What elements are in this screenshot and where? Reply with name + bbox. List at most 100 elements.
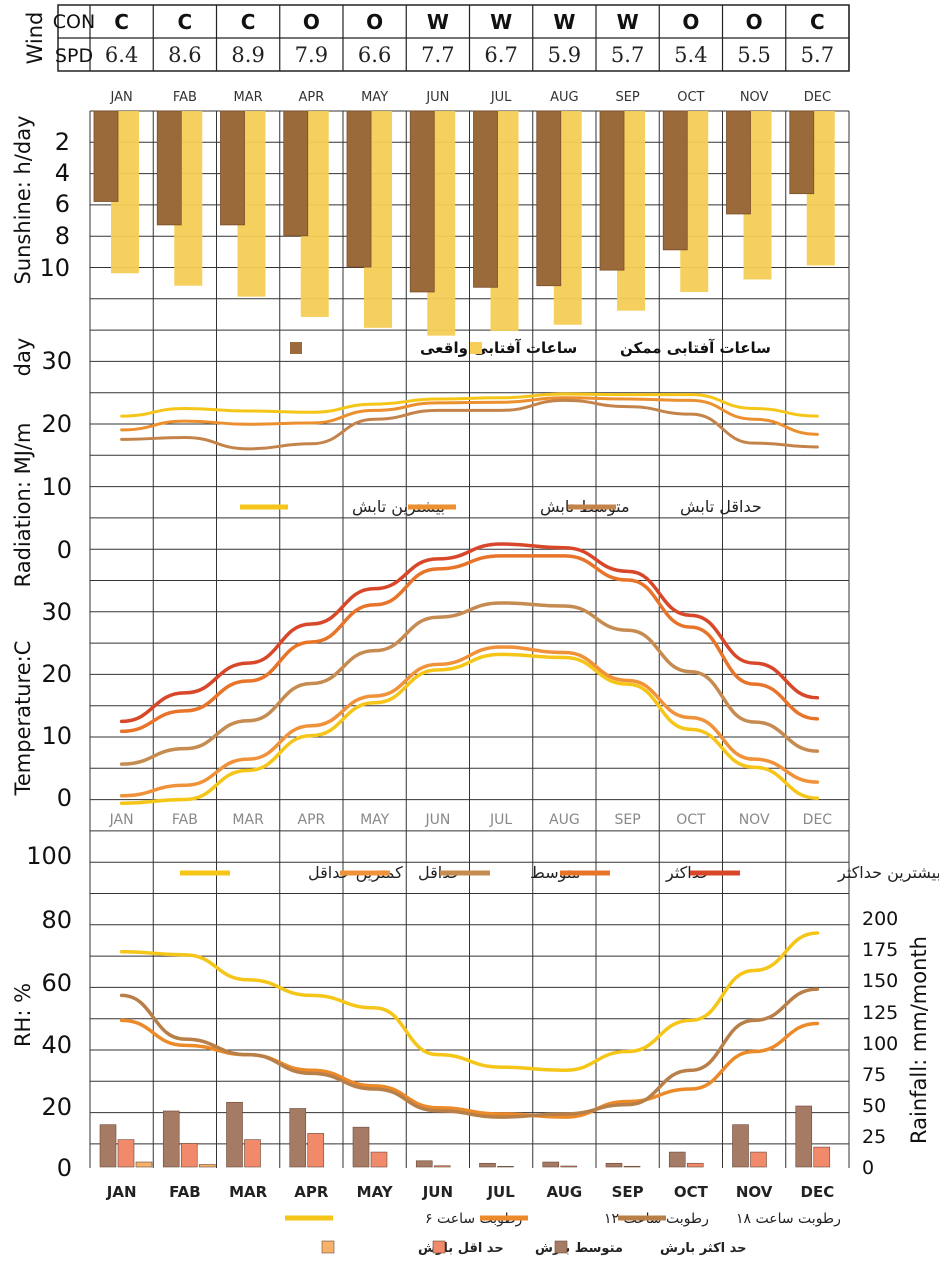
month-label-bottom: OCT	[674, 1183, 709, 1201]
legend-swatch-sun-actual	[290, 342, 302, 354]
rainfall-tick: 175	[862, 939, 898, 961]
month-label-mid: JAN	[109, 812, 134, 828]
wind-con-cell: O	[303, 10, 320, 34]
sunshine-actual-bar	[662, 110, 688, 251]
wind-table: Wind CON SPD C C C O O W W W W O O C 6.4 8.6 8.9 7.9 6.6 7.7…	[23, 4, 850, 72]
rain-mean-bar	[307, 1133, 325, 1168]
legend-rh-label: رطوبت ساعت ۶	[425, 1211, 522, 1227]
wind-spd-cell: 7.7	[421, 43, 454, 67]
month-label-bottom: NOV	[736, 1183, 773, 1201]
legend-rain-swatch	[321, 1240, 335, 1254]
rain-mean-bar	[370, 1151, 388, 1168]
radiation-tick: 10	[41, 473, 72, 501]
month-label-top: JAN	[110, 90, 133, 105]
rain-min-bar	[198, 1164, 216, 1168]
month-label-mid: SEP	[615, 812, 641, 828]
rain-mean-bar	[244, 1139, 261, 1168]
chart-legends: ساعات آفتابی واقعی ساعات آفتابی ممکن بیشتر…	[180, 339, 939, 1256]
rain-max-bar	[732, 1124, 749, 1168]
legend-temperature-label: حداکثر	[665, 863, 710, 883]
month-label-bottom: APR	[294, 1183, 329, 1201]
month-label-bottom: DEC	[801, 1183, 835, 1201]
wind-con-cell: O	[682, 10, 699, 34]
month-label-mid: APR	[298, 812, 326, 828]
rain-max-bar	[795, 1105, 813, 1168]
temperature-lines	[119, 542, 820, 805]
month-label-top: JUN	[425, 90, 449, 105]
rain-mean-bar	[750, 1151, 767, 1168]
rain-mean-bar	[560, 1165, 578, 1168]
sunshine-actual-bar	[283, 110, 309, 237]
wind-spd-label: SPD	[55, 45, 93, 67]
rain-mean-bar	[497, 1166, 514, 1168]
legend-temperature-label: متوسط	[530, 863, 580, 883]
month-label-mid: FAB	[172, 812, 198, 828]
rain-mean-bar	[623, 1165, 641, 1168]
month-label-mid: MAY	[360, 812, 390, 828]
rh-tick: 40	[41, 1031, 72, 1059]
rain-mean-bar	[813, 1146, 831, 1168]
rain-max-bar	[99, 1124, 117, 1168]
rainfall-axis-title: Rainfall: mm/month	[907, 936, 931, 1144]
month-label-top: MAY	[361, 90, 388, 105]
rain-max-bar	[352, 1126, 370, 1168]
legend-sun-possible: ساعات آفتابی ممکن	[620, 339, 771, 357]
sunshine-tick: 8	[55, 222, 70, 250]
wind-spd-cell: 5.7	[611, 43, 644, 67]
rainfall-tick: 75	[862, 1064, 886, 1086]
wind-label: Wind	[23, 12, 47, 65]
rh-tick: 80	[41, 906, 72, 934]
wind-spd-cell: 5.4	[674, 43, 707, 67]
wind-con-cell: C	[241, 10, 256, 34]
temperature-tick: 20	[41, 660, 72, 688]
legend-temperature-label: حداقل	[418, 863, 461, 882]
sunshine-actual-bar	[599, 110, 625, 271]
month-label-mid: AUG	[549, 812, 580, 828]
sunshine-actual-bar	[409, 110, 435, 293]
month-label-top: AUG	[550, 90, 578, 105]
month-label-bottom: SEP	[612, 1183, 644, 1201]
wind-con-cell: O	[746, 10, 763, 34]
sunshine-actual-bar	[346, 110, 372, 268]
month-label-top: MAR	[234, 90, 263, 105]
wind-spd-cell: 5.7	[801, 43, 834, 67]
wind-con-cell: O	[366, 10, 383, 34]
temp-min-line	[119, 645, 820, 798]
sunshine-tick: 2	[55, 128, 70, 156]
wind-spd-cell: 8.6	[168, 43, 201, 67]
legend-radiation-label: حداقل تابش	[680, 497, 762, 517]
rainfall-tick: 125	[862, 1002, 898, 1024]
rain-mean-bar	[117, 1139, 135, 1168]
rain-max-bar	[605, 1162, 623, 1168]
legend-sun-actual: ساعات آفتابی واقعی	[420, 339, 577, 357]
month-label-mid: MAR	[232, 812, 264, 828]
legend-swatch-sun-possible	[470, 342, 482, 354]
sunshine-actual-bar	[220, 110, 245, 226]
radiation-min-line	[120, 398, 819, 451]
temperature-tick: 0	[57, 784, 72, 812]
temp-absmin-line	[119, 652, 820, 805]
sunshine-actual-bar	[536, 110, 562, 287]
legend-rain-label: حد اقل بارش	[418, 1241, 504, 1256]
rainfall-tick: 25	[862, 1126, 886, 1148]
month-label-mid: NOV	[739, 812, 770, 828]
wind-con-cell: W	[553, 10, 575, 34]
month-label-bottom: MAY	[357, 1183, 394, 1201]
wind-spd-cell: 5.9	[548, 43, 581, 67]
rain-min-bar	[135, 1161, 153, 1168]
month-label-mid: DEC	[803, 812, 833, 828]
radiation-mean-line	[120, 396, 819, 436]
wind-con-cell: W	[427, 10, 449, 34]
temp-mean-line	[119, 601, 820, 766]
rh-tick: 100	[26, 842, 72, 870]
wind-spd-cell: 8.9	[231, 43, 264, 67]
rainfall-tick: 100	[862, 1033, 898, 1055]
legend-rain-swatch	[432, 1240, 446, 1254]
wind-con-cell: W	[617, 10, 639, 34]
legend-rain-swatch	[554, 1240, 568, 1254]
radiation-lines	[120, 392, 819, 451]
rh-18-line	[119, 987, 820, 1119]
radiation-tick: 20	[41, 410, 72, 438]
month-label-mid: OCT	[676, 812, 706, 828]
